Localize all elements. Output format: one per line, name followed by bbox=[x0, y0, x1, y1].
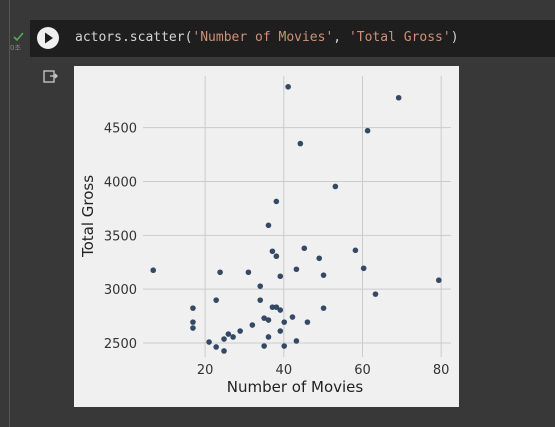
point bbox=[285, 83, 291, 90]
x-axis-label: Number of Movies bbox=[227, 378, 364, 396]
chart-background bbox=[74, 66, 459, 407]
point bbox=[265, 334, 272, 340]
y-tick-label: 3000 bbox=[104, 283, 137, 298]
x-tick-label: 40 bbox=[276, 363, 293, 378]
run-button[interactable] bbox=[33, 20, 63, 57]
y-tick-label: 4500 bbox=[104, 122, 137, 137]
point bbox=[360, 265, 367, 272]
point bbox=[190, 319, 196, 325]
point bbox=[372, 291, 379, 297]
code-token: , bbox=[333, 30, 349, 45]
point bbox=[269, 304, 276, 310]
point bbox=[221, 348, 227, 354]
point bbox=[257, 283, 264, 289]
point bbox=[217, 269, 223, 276]
point bbox=[190, 305, 196, 311]
chart: Number of Movies Total Gross 2500 3000 350… bbox=[74, 66, 459, 407]
point bbox=[265, 222, 272, 229]
point bbox=[230, 334, 236, 340]
point bbox=[190, 325, 196, 331]
point bbox=[249, 322, 256, 328]
y-tick-label: 2500 bbox=[104, 337, 137, 352]
y-tick-label: 4000 bbox=[104, 176, 137, 191]
point bbox=[277, 328, 284, 334]
point bbox=[257, 297, 264, 303]
output-arrow bbox=[50, 73, 58, 79]
x-tick-label: 80 bbox=[433, 363, 450, 378]
code-token: ) bbox=[450, 30, 459, 45]
point bbox=[332, 183, 339, 190]
success-icon bbox=[13, 32, 24, 42]
code-token: actors.scatter( bbox=[75, 30, 193, 45]
point bbox=[221, 336, 227, 342]
point bbox=[281, 343, 288, 349]
point bbox=[213, 344, 219, 350]
point bbox=[273, 198, 280, 205]
code-cell[interactable]: actors.scatter('Number of Movies', 'Tota… bbox=[30, 20, 555, 57]
point bbox=[304, 319, 311, 325]
point bbox=[364, 127, 371, 134]
point bbox=[269, 248, 276, 255]
point bbox=[301, 245, 308, 252]
exec-time: 0초 bbox=[10, 44, 21, 52]
point bbox=[277, 307, 284, 313]
point bbox=[297, 140, 304, 147]
point bbox=[320, 305, 327, 311]
y-axis-label: Total Gross bbox=[79, 175, 97, 258]
code-string: 'Number of Movies' bbox=[192, 30, 334, 45]
point bbox=[261, 343, 267, 349]
point bbox=[273, 253, 280, 260]
point bbox=[237, 328, 243, 334]
code-string: 'Total Gross' bbox=[348, 30, 451, 45]
point bbox=[150, 267, 157, 274]
point bbox=[273, 304, 280, 310]
point bbox=[293, 338, 300, 344]
point bbox=[395, 94, 402, 101]
point bbox=[281, 319, 288, 325]
run-triangle bbox=[45, 32, 53, 44]
point bbox=[320, 272, 327, 278]
point bbox=[206, 339, 212, 345]
x-tick-label: 20 bbox=[197, 363, 214, 378]
point bbox=[277, 273, 284, 280]
point bbox=[436, 277, 442, 284]
point bbox=[213, 297, 219, 303]
x-tick-label: 60 bbox=[354, 363, 371, 378]
y-tick-label: 3500 bbox=[104, 229, 137, 244]
point bbox=[261, 315, 267, 321]
code: actors.scatter('Number of Movies', 'Tota… bbox=[75, 30, 459, 45]
point bbox=[289, 314, 296, 320]
point bbox=[245, 269, 252, 276]
point bbox=[265, 317, 272, 323]
point bbox=[293, 266, 300, 273]
point bbox=[316, 255, 323, 262]
point bbox=[352, 247, 359, 254]
point bbox=[225, 331, 232, 337]
